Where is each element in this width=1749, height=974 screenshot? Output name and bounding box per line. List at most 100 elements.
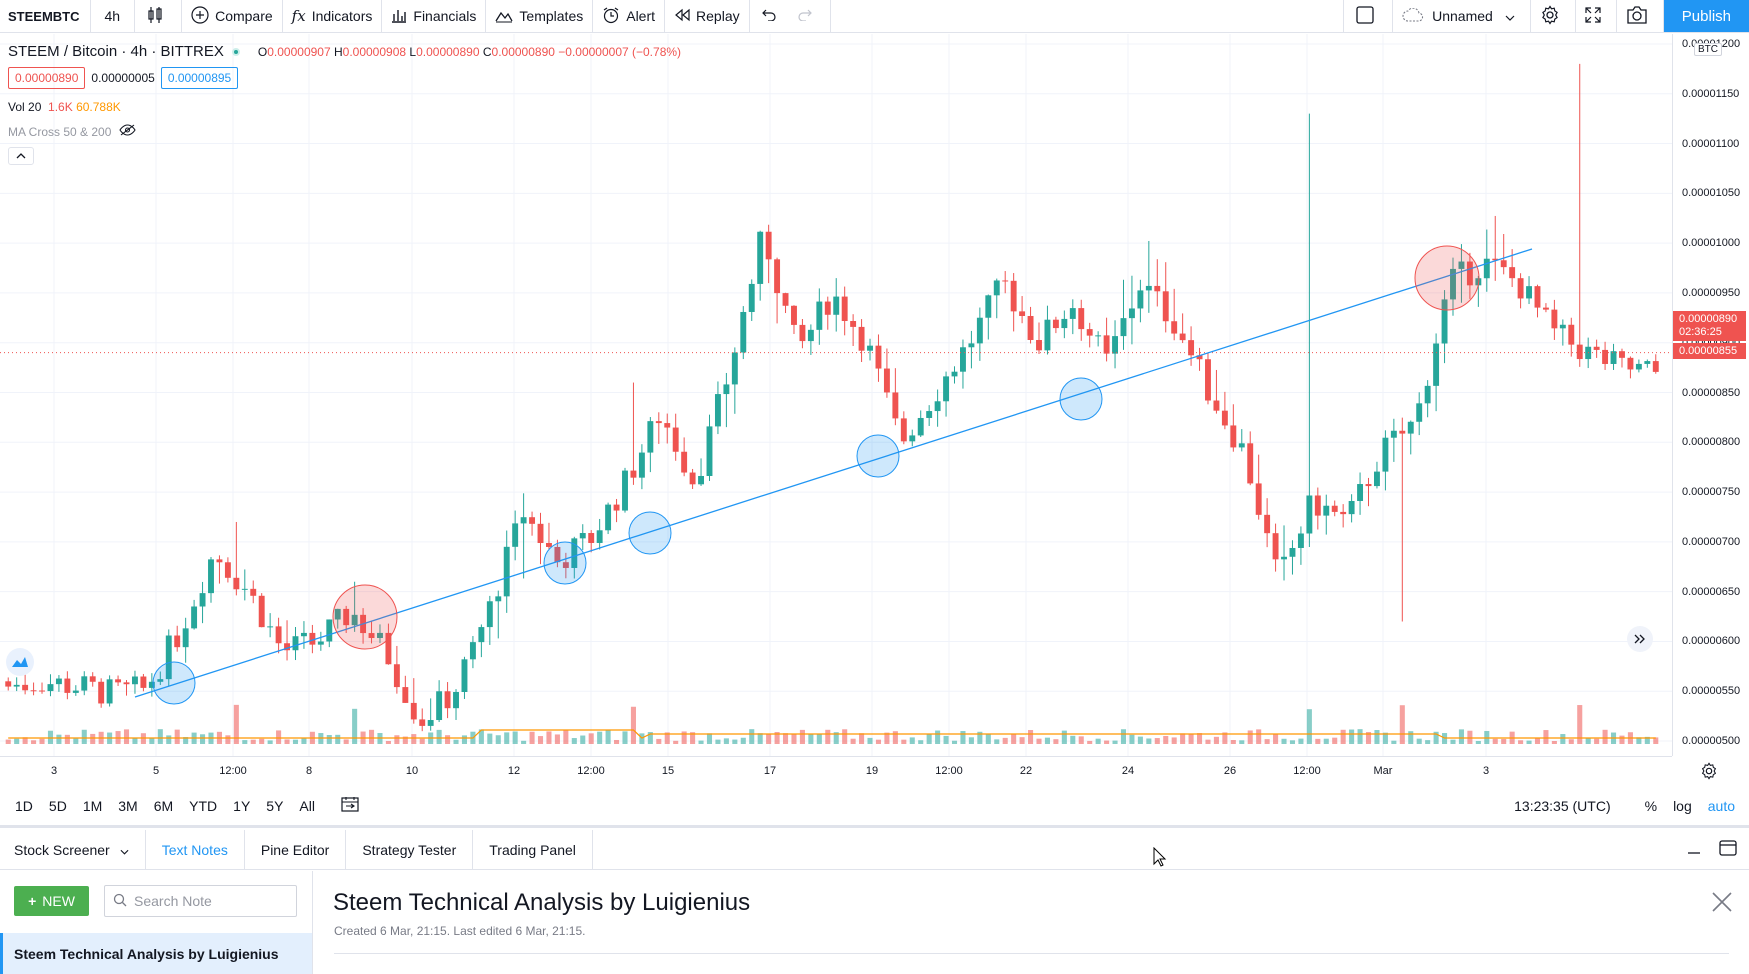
maximize-icon[interactable] [1719,840,1737,859]
interval-button[interactable]: 4h [91,0,136,32]
tab-text-notes[interactable]: Text Notes [146,830,245,869]
range-1m-button[interactable]: 1M [82,797,103,814]
financials-button[interactable]: Financials [382,0,487,32]
tab-pine-editor[interactable]: Pine Editor [245,830,347,869]
volume-bar [630,706,636,744]
volume-bar [647,732,653,744]
snapshot-button[interactable] [1617,0,1664,32]
minimize-icon[interactable] [1687,841,1701,858]
volume-bar [233,704,239,744]
range-5y-button[interactable]: 5Y [266,797,284,814]
chart-type-button[interactable] [135,0,183,32]
candle-body [1264,514,1271,534]
replay-button[interactable]: Replay [665,0,750,32]
hidden-eye-icon[interactable] [119,124,137,139]
volume-bar [968,737,974,744]
candle-body [1517,278,1524,299]
volume-bar [5,739,11,744]
range-6m-button[interactable]: 6M [153,797,174,814]
candle-body [1323,505,1330,516]
trendline [134,248,1533,698]
utc-clock[interactable]: 13:23:35 (UTC) [1514,797,1611,814]
price-chart-canvas[interactable] [0,34,1672,756]
volume-bar [715,739,721,744]
volume-bar [368,729,375,744]
candle-body [579,533,586,539]
currency-badge[interactable]: BTC [1694,43,1722,56]
axis-settings-button[interactable] [1700,762,1718,783]
auto-scale-toggle[interactable]: auto [1707,797,1735,814]
volume-bar [537,736,544,744]
indicators-button[interactable]: 𝑓x Indicators [283,0,383,32]
sell-price-button[interactable]: 0.00000890 [8,67,86,89]
candle-body [706,426,713,476]
go-to-date-icon[interactable] [341,796,359,815]
volume-bar [183,737,189,744]
candle-body [309,632,316,645]
redo-icon[interactable] [798,8,818,24]
layout-name-button[interactable]: Unnamed [1393,0,1531,32]
volume-bar [766,733,772,744]
buy-price-button[interactable]: 0.00000895 [160,67,239,89]
layout-toggle-button[interactable] [1343,0,1394,32]
candle-body [275,626,282,644]
legend-ma-row[interactable]: MA Cross 50 & 200 [8,124,681,139]
alarm-clock-icon [602,6,626,27]
volume-bar [1458,729,1464,744]
range-all-button[interactable]: All [299,797,315,814]
note-title[interactable]: Steem Technical Analysis by Luigienius [333,889,751,916]
volume-bar [1306,709,1312,744]
volume-bar [563,730,569,744]
publish-button[interactable]: Publish [1663,0,1749,32]
close-note-button[interactable] [1711,891,1733,916]
legend-symbol-title[interactable]: STEEM / Bitcoin · 4h · BITTREX [8,43,224,60]
candle-body [469,642,476,660]
time-tick-label: 8 [305,765,313,777]
volume-bar [14,738,20,744]
tradingview-logo[interactable] [6,648,34,676]
tab-strategy-tester[interactable]: Strategy Tester [346,830,474,869]
undo-icon[interactable] [761,8,782,24]
percent-scale-toggle[interactable]: % [1644,797,1658,814]
log-scale-toggle[interactable]: log [1673,797,1692,814]
new-note-button[interactable]: + NEW [14,886,89,916]
candle-body [622,470,628,511]
templates-button[interactable]: Templates [486,0,594,32]
support-touch-circle [628,511,672,555]
legend-volume-row[interactable]: Vol 20 1.6K 60.788K [8,100,681,114]
candle-body [250,588,257,596]
volume-bar [909,737,915,744]
candle-body [664,423,671,428]
alert-button[interactable]: Alert [593,0,666,32]
range-5d-button[interactable]: 5D [48,797,67,814]
volume-bar [749,729,755,744]
symbol-search-button[interactable]: STEEMBTC [0,0,91,32]
volume-bar [859,733,865,744]
range-1y-button[interactable]: 1Y [233,797,251,814]
scroll-to-realtime-button[interactable] [1627,626,1653,652]
candle-body [1154,285,1161,292]
tab-stock-screener[interactable]: Stock Screener [0,830,146,869]
candle-body [486,601,493,628]
tab-trading-panel[interactable]: Trading Panel [473,830,593,869]
fullscreen-button[interactable] [1576,0,1617,32]
candle-body [554,546,561,563]
range-1d-button[interactable]: 1D [15,797,33,814]
compare-button[interactable]: Compare [182,0,283,32]
settings-button[interactable] [1531,0,1576,32]
range-ytd-button[interactable]: YTD [189,797,218,814]
candle-body [1542,307,1549,310]
chart-pane[interactable]: STEEM / Bitcoin · 4h · BITTREX O0.000009… [0,34,1672,756]
note-list-item[interactable]: Steem Technical Analysis by Luigienius [0,933,312,974]
candle-body [165,635,172,680]
volume-bar [892,731,898,744]
range-3m-button[interactable]: 3M [118,797,138,814]
collapse-legend-button[interactable] [8,147,34,165]
volume-bar [487,733,493,744]
time-axis[interactable]: 3 5 12:00 8 10 12 12:00 15 17 19 12:00 22 24 26 12:00 M… [0,756,1672,786]
price-axis[interactable]: 0.000012000.000011500.000011000.00001050… [1672,34,1749,756]
bid-price-label: 0.00000855 [1673,343,1746,359]
candle-body [723,384,730,395]
volume-bar [461,735,468,744]
search-note-input[interactable]: Search Note [104,885,297,917]
